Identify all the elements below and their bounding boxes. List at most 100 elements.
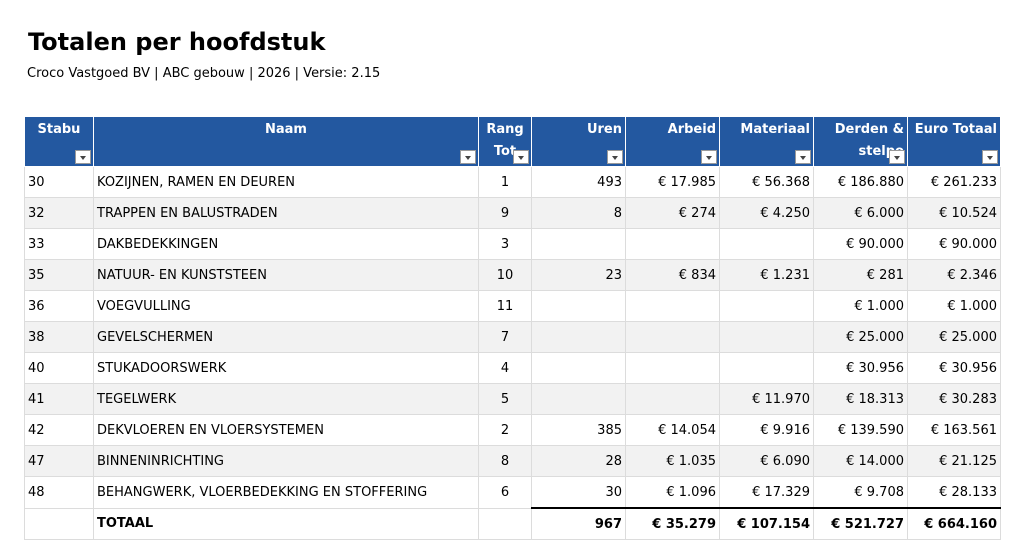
filter-button[interactable] [75,150,91,164]
table-cell: € 14.054 [625,414,720,446]
table-cell: € 163.561 [907,414,1001,446]
table-cell: € 18.313 [813,383,908,415]
table-cell: 47 [24,445,94,477]
column-header: Rang Tot [478,116,532,167]
table-cell [625,383,720,415]
column-header: Naam [93,116,479,167]
column-header: Uren [531,116,626,167]
table-body: 30 KOZIJNEN, RAMEN EN DEUREN 1 493 € 17.985 €… [24,166,1001,540]
table-cell: 28 [531,445,626,477]
table-cell: € 25.000 [907,321,1001,353]
column-header: Arbeid [625,116,720,167]
table-cell: € 9.708 [813,476,908,509]
table-cell: 38 [24,321,94,353]
table-row: 33 DAKBEDEKKINGEN 3 € 90.000 € 90.000 [24,228,1001,260]
column-header: Derden & stelpo [813,116,908,167]
table-cell: BINNENINRICHTING [93,445,479,477]
table-cell [531,290,626,322]
table-cell: € 28.133 [907,476,1001,509]
table-cell: 11 [478,290,532,322]
table-cell: TEGELWERK [93,383,479,415]
table-cell: € 186.880 [813,166,908,198]
table-cell: 4 [478,352,532,384]
table-cell: € 9.916 [719,414,814,446]
table-cell: 2 [478,414,532,446]
table-cell: BEHANGWERK, VLOERBEDEKKING EN STOFFERING [93,476,479,509]
filter-button[interactable] [795,150,811,164]
table-cell: € 664.160 [907,507,1001,540]
table-cell: € 1.000 [813,290,908,322]
filter-button[interactable] [982,150,998,164]
column-header: Euro Totaal [907,116,1001,167]
table-cell: € 10.524 [907,197,1001,229]
table-cell: 10 [478,259,532,291]
table-row: 47 BINNENINRICHTING 8 28 € 1.035 € 6.090 € 14.… [24,445,1001,477]
table-cell [531,321,626,353]
table-cell: € 56.368 [719,166,814,198]
table-cell: € 11.970 [719,383,814,415]
table-cell: 48 [24,476,94,509]
table-cell: STUKADOORSWERK [93,352,479,384]
filter-button[interactable] [607,150,623,164]
table-row: 30 KOZIJNEN, RAMEN EN DEUREN 1 493 € 17.985 €… [24,166,1001,198]
table-cell [531,352,626,384]
table-cell: NATUUR- EN KUNSTSTEEN [93,259,479,291]
table-row: 32 TRAPPEN EN BALUSTRADEN 9 8 € 274 € 4.250 € … [24,197,1001,229]
table-cell [719,290,814,322]
table-row: 42 DEKVLOEREN EN VLOERSYSTEMEN 2 385 € 14.05… [24,414,1001,446]
subtitle: Croco Vastgoed BV | ABC gebouw | 2026 | … [27,66,381,81]
filter-button[interactable] [513,150,529,164]
table-cell: € 281 [813,259,908,291]
table-row: 35 NATUUR- EN KUNSTSTEEN 10 23 € 834 € 1.231 €… [24,259,1001,291]
table-cell: 5 [478,383,532,415]
table-cell: € 261.233 [907,166,1001,198]
header-row: Stabu Naam Rang Tot Uren Arbeid Materiaal Derd… [24,116,1001,167]
table-cell: 40 [24,352,94,384]
column-header: Materiaal [719,116,814,167]
table-cell [24,507,94,540]
table-row: 38 GEVELSCHERMEN 7 € 25.000 € 25.000 [24,321,1001,353]
table-cell: € 2.346 [907,259,1001,291]
table-cell: € 25.000 [813,321,908,353]
table-cell: € 30.956 [813,352,908,384]
table-cell: 30 [531,476,626,509]
table-cell: 1 [478,166,532,198]
table-cell: € 6.090 [719,445,814,477]
table-cell: 967 [531,507,626,540]
table-cell: 30 [24,166,94,198]
total-row: TOTAAL 967 € 35.279 € 107.154 € 521.727 € 664… [24,507,1001,540]
table-cell: € 17.985 [625,166,720,198]
table-cell: VOEGVULLING [93,290,479,322]
table-cell [719,352,814,384]
table-cell: GEVELSCHERMEN [93,321,479,353]
table-row: 40 STUKADOORSWERK 4 € 30.956 € 30.956 [24,352,1001,384]
table-cell: € 4.250 [719,197,814,229]
table-cell [625,228,720,260]
table-cell: 6 [478,476,532,509]
table-cell: € 14.000 [813,445,908,477]
table-cell: € 139.590 [813,414,908,446]
table-cell: € 521.727 [813,507,908,540]
table-cell: 8 [478,445,532,477]
filter-button[interactable] [889,150,905,164]
table-cell [719,228,814,260]
table-cell: 9 [478,197,532,229]
table-cell: DAKBEDEKKINGEN [93,228,479,260]
table-cell: € 834 [625,259,720,291]
filter-button[interactable] [460,150,476,164]
table-cell: € 30.956 [907,352,1001,384]
table-cell [531,383,626,415]
table-row: 41 TEGELWERK 5 € 11.970 € 18.313 € 30.283 [24,383,1001,415]
table-cell: TRAPPEN EN BALUSTRADEN [93,197,479,229]
filter-button[interactable] [701,150,717,164]
table-cell: 7 [478,321,532,353]
table-cell: 493 [531,166,626,198]
table-cell: 32 [24,197,94,229]
table-row: 48 BEHANGWERK, VLOERBEDEKKING EN STOFFERI… [24,476,1001,509]
table-cell [531,228,626,260]
table-cell: € 6.000 [813,197,908,229]
table-cell: € 90.000 [907,228,1001,260]
table-cell: 3 [478,228,532,260]
table-cell: TOTAAL [93,507,479,540]
